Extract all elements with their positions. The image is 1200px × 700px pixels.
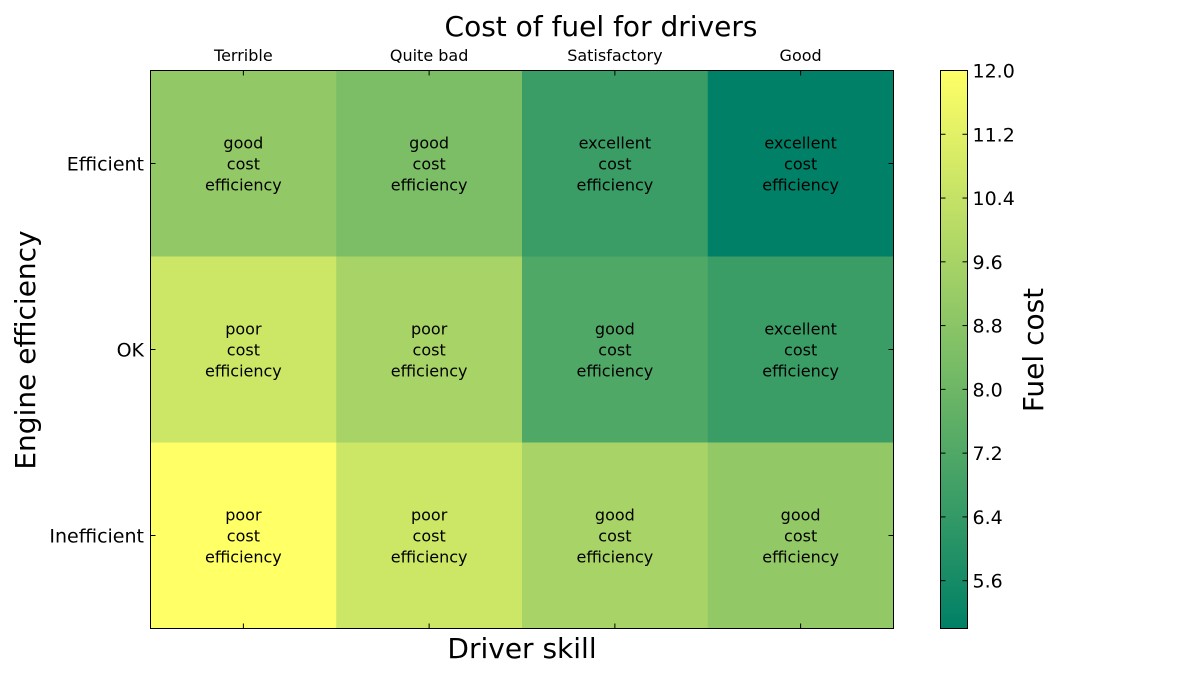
y-tick-label: Inefficient (49, 526, 144, 548)
y-axis-ticks: Efficient OK Inefficient (49, 154, 894, 548)
heatmap-cell (522, 256, 709, 443)
heatmap-cell (336, 70, 523, 257)
heatmap-cell (707, 442, 894, 629)
heatmap-cell (150, 70, 337, 257)
y-tick-label: OK (117, 340, 145, 362)
cell-label: excellent cost efficiency (762, 134, 839, 195)
x-tick-label: Quite bad (390, 46, 469, 65)
cell-label: good cost efficiency (205, 134, 282, 195)
cell-label: good cost efficiency (391, 134, 468, 195)
heatmap-cell (336, 442, 523, 629)
colorbar-tick-label: 9.6 (973, 252, 1003, 274)
heatmap-cell (150, 442, 337, 629)
heatmap-cell (522, 70, 709, 257)
colorbar-tick-label: 12.0 (973, 61, 1015, 83)
colorbar-label: Fuel cost (1017, 288, 1050, 412)
y-axis-label: Engine efficiency (9, 230, 42, 469)
cell-label: poor cost efficiency (391, 506, 468, 567)
colorbar-tick-label: 8.0 (973, 379, 1003, 401)
colorbar-tick-label: 10.4 (973, 188, 1015, 210)
colorbar-tick-label: 11.2 (973, 124, 1015, 146)
heatmap-cells (150, 70, 894, 629)
chart-title: Cost of fuel for drivers (445, 10, 758, 43)
colorbar-ticks: 5.6 6.4 7.2 8.0 8.8 9.6 10.4 11.2 12.0 (940, 61, 1015, 593)
colorbar-tick-label: 8.8 (973, 316, 1003, 338)
x-tick-label: Terrible (213, 46, 273, 65)
cell-label: good cost efficiency (576, 506, 653, 567)
heatmap-cell (522, 442, 709, 629)
cell-label: poor cost efficiency (391, 320, 468, 381)
colorbar-tick-label: 7.2 (973, 443, 1003, 465)
heatmap-cell (707, 70, 894, 257)
cell-label: good cost efficiency (762, 506, 839, 567)
x-tick-label: Satisfactory (567, 46, 662, 65)
colorbar (940, 70, 968, 629)
heatmap-cell (150, 256, 337, 443)
y-tick-label: Efficient (67, 154, 144, 176)
cell-label: excellent cost efficiency (762, 320, 839, 381)
cell-label: good cost efficiency (576, 320, 653, 381)
x-axis-ticks: Terrible Quite bad Satisfactory Good (213, 46, 822, 629)
x-tick-label: Good (780, 46, 822, 65)
heatmap-cell (707, 256, 894, 443)
colorbar-tick-label: 6.4 (973, 507, 1003, 529)
cell-label: excellent cost efficiency (576, 134, 653, 195)
heatmap-cell (336, 256, 523, 443)
heatmap-cell-labels: good cost efficiency good cost efficiency exce… (205, 134, 839, 567)
cell-label: poor cost efficiency (205, 320, 282, 381)
cell-label: poor cost efficiency (205, 506, 282, 567)
colorbar-tick-label: 5.6 (973, 571, 1003, 593)
x-axis-label: Driver skill (447, 632, 596, 665)
